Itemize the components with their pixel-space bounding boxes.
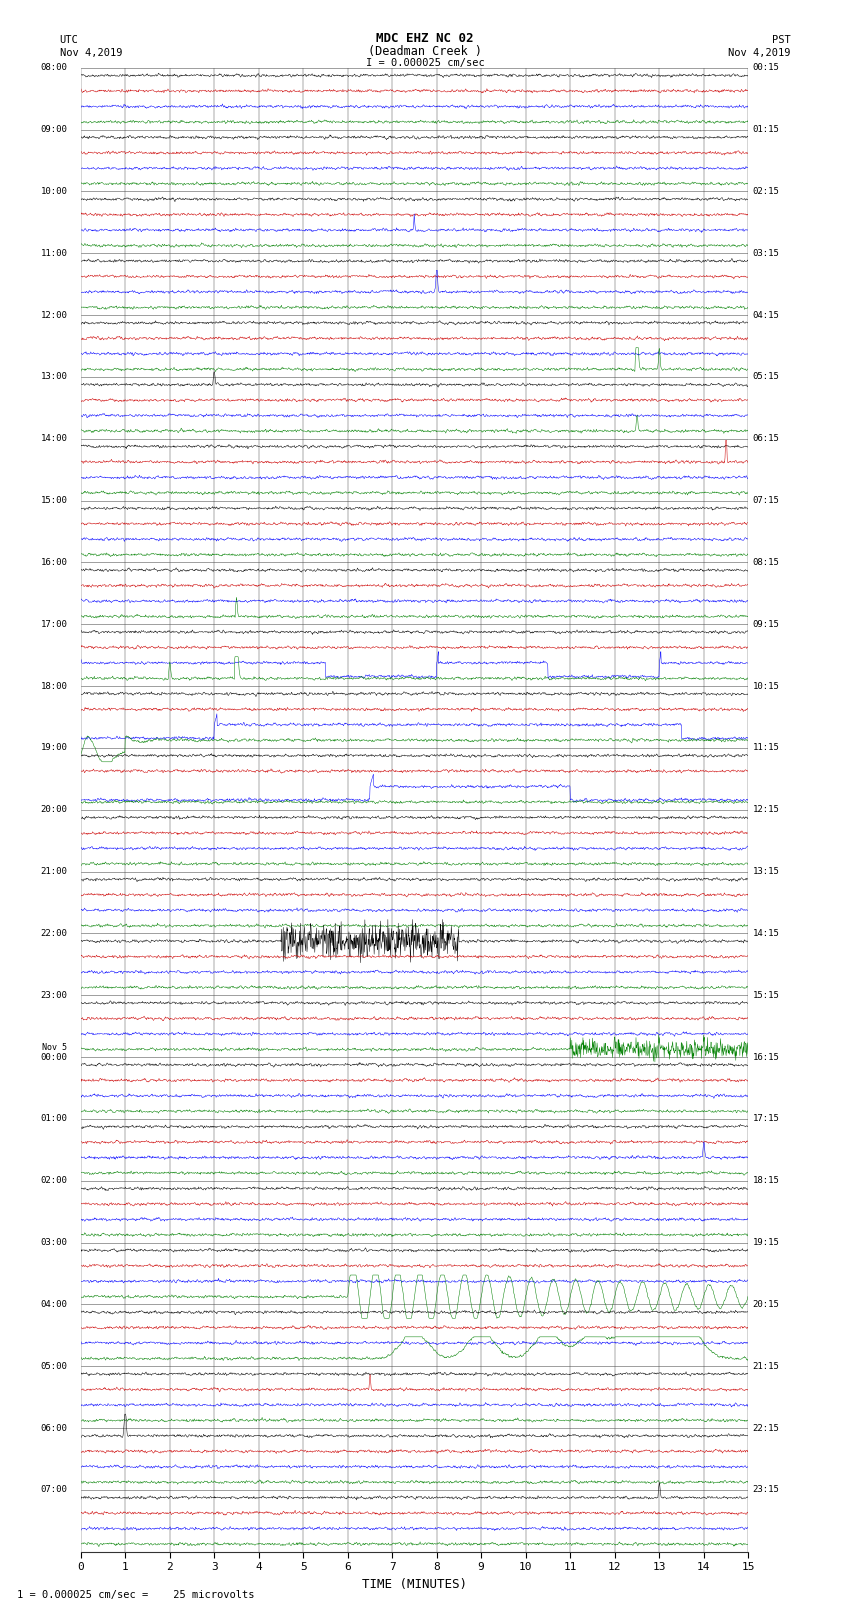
Text: 20:00: 20:00 [41, 805, 67, 815]
Text: 15:00: 15:00 [41, 497, 67, 505]
Text: 23:00: 23:00 [41, 990, 67, 1000]
Text: 00:15: 00:15 [752, 63, 779, 73]
Text: 09:00: 09:00 [41, 126, 67, 134]
Text: 06:15: 06:15 [752, 434, 779, 444]
Text: 10:00: 10:00 [41, 187, 67, 195]
Text: 05:00: 05:00 [41, 1361, 67, 1371]
Text: 03:15: 03:15 [752, 248, 779, 258]
Text: 22:15: 22:15 [752, 1424, 779, 1432]
Text: 17:00: 17:00 [41, 619, 67, 629]
Text: 11:00: 11:00 [41, 248, 67, 258]
Text: 04:00: 04:00 [41, 1300, 67, 1308]
Text: 15:15: 15:15 [752, 990, 779, 1000]
Text: 06:00: 06:00 [41, 1424, 67, 1432]
Text: 18:00: 18:00 [41, 682, 67, 690]
Text: 21:00: 21:00 [41, 868, 67, 876]
Text: 18:15: 18:15 [752, 1176, 779, 1186]
Text: 00:00: 00:00 [41, 1053, 67, 1061]
Text: 23:15: 23:15 [752, 1486, 779, 1494]
Text: 01:15: 01:15 [752, 126, 779, 134]
Text: 19:00: 19:00 [41, 744, 67, 752]
Text: 13:15: 13:15 [752, 868, 779, 876]
Text: 17:15: 17:15 [752, 1115, 779, 1123]
Text: 02:15: 02:15 [752, 187, 779, 195]
Text: MDC EHZ NC 02: MDC EHZ NC 02 [377, 32, 473, 45]
Text: 07:00: 07:00 [41, 1486, 67, 1494]
Text: 12:15: 12:15 [752, 805, 779, 815]
X-axis label: TIME (MINUTES): TIME (MINUTES) [362, 1578, 467, 1590]
Text: 14:15: 14:15 [752, 929, 779, 937]
Text: 16:15: 16:15 [752, 1053, 779, 1061]
Text: 10:15: 10:15 [752, 682, 779, 690]
Text: 16:00: 16:00 [41, 558, 67, 566]
Text: PST: PST [772, 35, 791, 45]
Text: Nov 5: Nov 5 [42, 1044, 67, 1052]
Text: 05:15: 05:15 [752, 373, 779, 381]
Text: 03:00: 03:00 [41, 1239, 67, 1247]
Text: 08:00: 08:00 [41, 63, 67, 73]
Text: I = 0.000025 cm/sec: I = 0.000025 cm/sec [366, 58, 484, 68]
Text: Nov 4,2019: Nov 4,2019 [728, 48, 791, 58]
Text: 13:00: 13:00 [41, 373, 67, 381]
Text: UTC: UTC [60, 35, 78, 45]
Text: 11:15: 11:15 [752, 744, 779, 752]
Text: 19:15: 19:15 [752, 1239, 779, 1247]
Text: 12:00: 12:00 [41, 311, 67, 319]
Text: 01:00: 01:00 [41, 1115, 67, 1123]
Text: 02:00: 02:00 [41, 1176, 67, 1186]
Text: 21:15: 21:15 [752, 1361, 779, 1371]
Text: 07:15: 07:15 [752, 497, 779, 505]
Text: 1 = 0.000025 cm/sec =    25 microvolts: 1 = 0.000025 cm/sec = 25 microvolts [17, 1590, 254, 1600]
Text: 14:00: 14:00 [41, 434, 67, 444]
Text: 20:15: 20:15 [752, 1300, 779, 1308]
Text: 22:00: 22:00 [41, 929, 67, 937]
Text: 04:15: 04:15 [752, 311, 779, 319]
Text: 09:15: 09:15 [752, 619, 779, 629]
Text: (Deadman Creek ): (Deadman Creek ) [368, 45, 482, 58]
Text: 08:15: 08:15 [752, 558, 779, 566]
Text: Nov 4,2019: Nov 4,2019 [60, 48, 122, 58]
